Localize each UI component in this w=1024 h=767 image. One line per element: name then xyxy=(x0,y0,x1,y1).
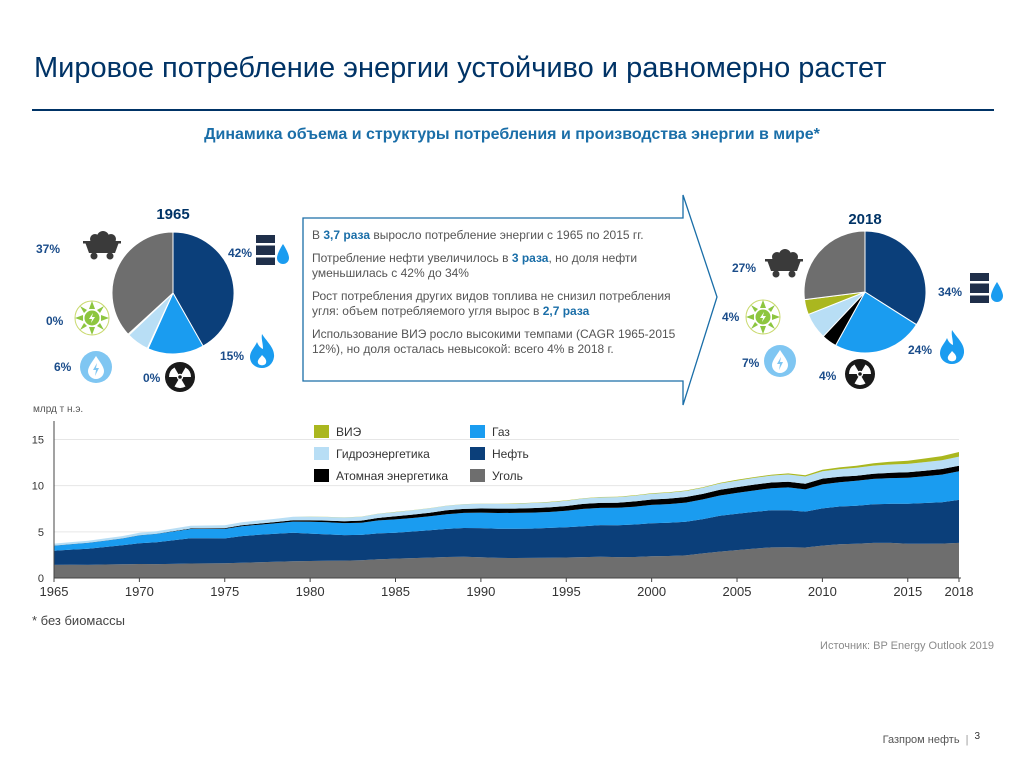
y-tick-label: 15 xyxy=(32,434,44,446)
callout-paragraph-3: Рост потребления других видов топлива не… xyxy=(312,289,671,318)
pie-2018-label-renewable: 4% xyxy=(722,310,740,324)
pie-slice-1 xyxy=(147,291,204,355)
x-tick-label: 2015 xyxy=(893,584,922,599)
radiation-icon-2018 xyxy=(845,359,875,389)
callout-text: В 3,7 раза выросло потребление энергии с… xyxy=(312,228,678,365)
hydro-drop-icon-2018 xyxy=(764,345,796,377)
renewable-sun-icon xyxy=(74,300,110,336)
oil-barrel-icon-2018 xyxy=(970,273,1003,303)
pie-2018-title: 2018 xyxy=(848,211,881,228)
callout-paragraph-4: Использование ВИЭ росло высокими темпами… xyxy=(312,327,676,356)
x-tick-label: 2005 xyxy=(723,584,752,599)
area-ylabel: млрд т н.э. xyxy=(33,404,83,415)
page-number: 3 xyxy=(974,731,980,742)
pie-2018-label-hydro: 7% xyxy=(742,356,760,370)
legend-swatch-виэ xyxy=(314,425,329,438)
area-legend: ВИЭ Гидроэнергетика Атомная энергетика Газ Н… xyxy=(314,425,529,483)
legend-label-газ: Газ xyxy=(492,425,510,439)
area-layer-уголь xyxy=(54,542,959,578)
pie-slice-5 xyxy=(111,231,174,335)
area-axes: 0 5 10 15 1965 1970 1975 1980 1985 1990 1995 2000 20… xyxy=(32,421,974,599)
pie-1965-label-coal: 37% xyxy=(36,242,60,256)
area-layer-газ xyxy=(54,471,959,551)
slide-title: Мировое потребление энергии устойчиво и … xyxy=(34,52,887,84)
footer-separator: | xyxy=(965,734,969,746)
x-tick-label: 2018 xyxy=(945,584,974,599)
x-tick-label: 1965 xyxy=(40,584,69,599)
chart-subtitle: Динамика объема и структуры потребления … xyxy=(204,126,820,143)
pie-1965-label-gas: 15% xyxy=(220,349,244,363)
oil-barrel-icon xyxy=(256,235,289,265)
coal-cart-icon-2018 xyxy=(765,249,803,278)
pie-1965-label-hydro: 6% xyxy=(54,360,72,374)
footer: Газпром нефть | 3 xyxy=(883,731,980,746)
legend-swatch-газ xyxy=(470,425,485,438)
title-rule xyxy=(32,109,994,111)
pie-2018-label-nuclear: 4% xyxy=(819,369,837,383)
legend-label-уголь: Уголь xyxy=(492,469,523,483)
gas-flame-icon xyxy=(250,334,275,368)
hydro-drop-icon xyxy=(80,351,112,383)
area-layer-нефть xyxy=(54,499,959,565)
x-tick-label: 2010 xyxy=(808,584,837,599)
pie-1965-label-oil: 42% xyxy=(228,246,252,260)
pie-slice-0 xyxy=(172,231,235,347)
footnote: * без биомассы xyxy=(32,613,125,628)
callout-paragraph-1: В 3,7 раза выросло потребление энергии с… xyxy=(312,228,644,242)
pie-2018-label-coal: 27% xyxy=(732,261,756,275)
legend-label-нефть: Нефть xyxy=(492,447,529,461)
x-tick-label: 1990 xyxy=(466,584,495,599)
gas-flame-icon-2018 xyxy=(940,330,965,364)
legend-label-виэ: ВИЭ xyxy=(336,425,362,439)
pie-1965-label-renewable: 0% xyxy=(46,314,64,328)
company-name: Газпром нефть xyxy=(882,734,960,746)
legend-swatch-атомная-энергетика xyxy=(314,469,329,482)
callout-arrow-box xyxy=(302,194,718,406)
pie-1965-title: 1965 xyxy=(156,206,189,223)
area-series xyxy=(54,452,959,578)
x-tick-label: 1985 xyxy=(381,584,410,599)
pie-slice-1 xyxy=(834,291,918,354)
x-tick-label: 1980 xyxy=(296,584,325,599)
pie-2018-label-oil: 34% xyxy=(938,285,962,299)
radiation-icon xyxy=(165,362,195,392)
source-note: Источник: BP Energy Outlook 2019 xyxy=(820,640,994,652)
x-tick-label: 2000 xyxy=(637,584,666,599)
legend-swatch-гидроэнергетика xyxy=(314,447,329,460)
y-tick-label: 0 xyxy=(38,573,44,585)
pie-slice-5 xyxy=(803,230,866,301)
callout-paragraph-2: Потребление нефти увеличилось в 3 раза, … xyxy=(312,251,638,280)
y-tick-label: 10 xyxy=(32,481,44,493)
legend-label-гидроэнергетика: Гидроэнергетика xyxy=(336,447,430,461)
x-tick-label: 1970 xyxy=(125,584,154,599)
x-tick-label: 1995 xyxy=(552,584,581,599)
coal-cart-icon xyxy=(83,231,121,260)
x-tick-label: 1975 xyxy=(210,584,239,599)
legend-label-атомная-энергетика: Атомная энергетика xyxy=(336,469,448,483)
pie-2018-label-gas: 24% xyxy=(908,343,932,357)
y-tick-label: 5 xyxy=(38,527,44,539)
pie-chart-2018 xyxy=(803,230,927,354)
pie-chart-1965 xyxy=(111,231,235,355)
renewable-sun-icon-2018 xyxy=(745,299,781,335)
legend-swatch-уголь xyxy=(470,469,485,482)
legend-swatch-нефть xyxy=(470,447,485,460)
pie-1965-label-nuclear: 0% xyxy=(143,371,161,385)
